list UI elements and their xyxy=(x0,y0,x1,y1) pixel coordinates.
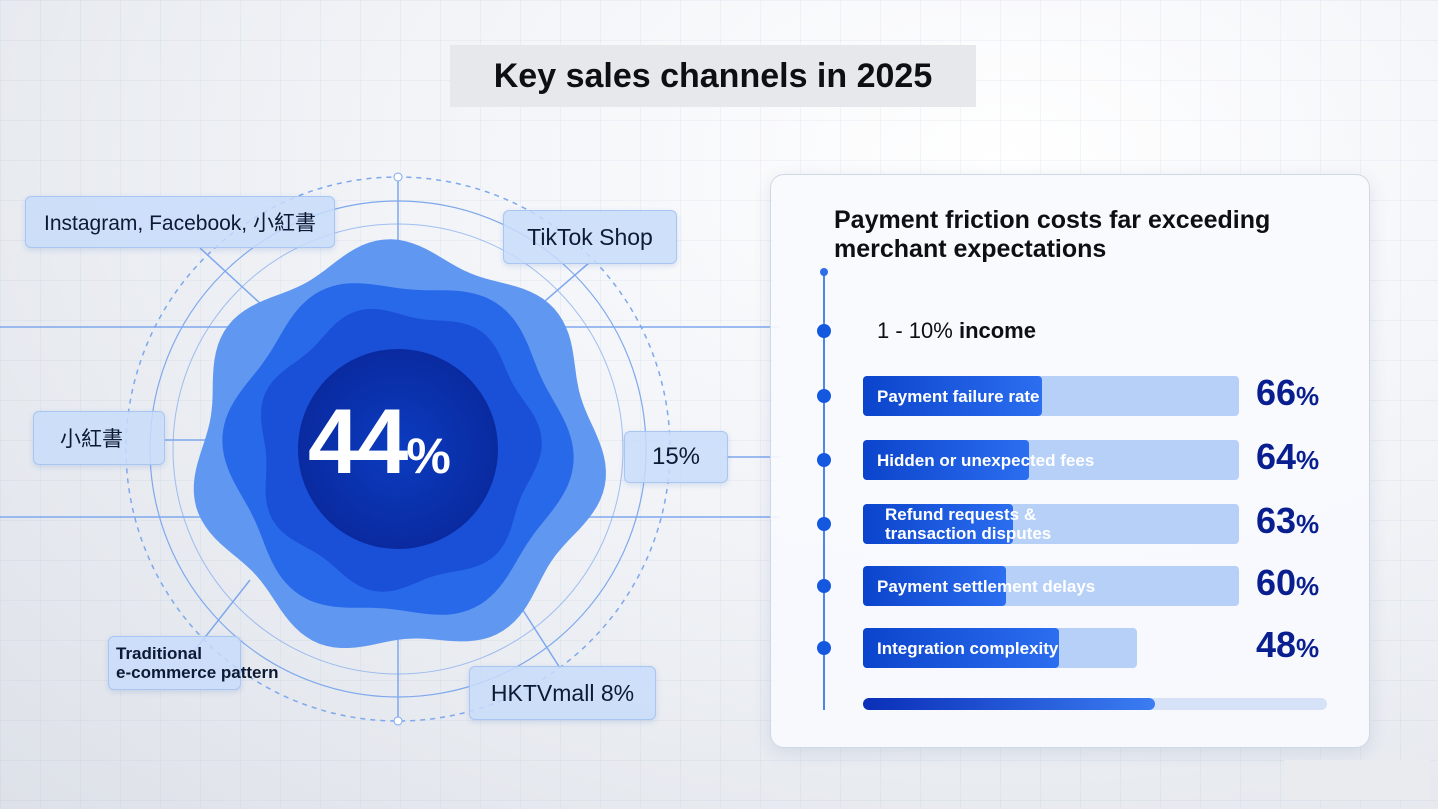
income-word: income xyxy=(958,318,1036,343)
center-value: 44% xyxy=(308,390,451,495)
bar-label: Refund requests & xyxy=(885,505,1037,524)
corner-placeholder xyxy=(1284,760,1430,800)
label-traditional-ecommerce: Traditional e-commerce pattern xyxy=(108,636,279,690)
bar-value-unit: % xyxy=(1296,633,1320,663)
panel-title-line2: merchant expectations xyxy=(834,235,1107,263)
income-header: 1 - 10% income xyxy=(877,318,1036,344)
bar-value-number: 63 xyxy=(1256,500,1297,541)
label-text-line1: Traditional xyxy=(116,644,202,663)
label-text: 15% xyxy=(651,443,701,470)
bar-value-label: 63% xyxy=(1256,500,1319,542)
bottom-progress-track xyxy=(863,698,1327,710)
bar-label: Hidden or unexpected fees xyxy=(877,450,1095,470)
label-text: TikTok Shop xyxy=(527,223,653,250)
bar-value-number: 48 xyxy=(1256,624,1297,665)
bottom-progress-fill xyxy=(863,698,1156,710)
center-value-unit: % xyxy=(406,428,451,484)
income-range: 1 - 10% xyxy=(877,318,953,343)
label-text: HKTVmall 8% xyxy=(490,679,635,706)
label-hktvmall: HKTVmall 8% xyxy=(469,666,656,720)
core-circle xyxy=(298,349,498,549)
timeline-dot xyxy=(817,453,831,467)
bar-value-number: 64 xyxy=(1256,436,1297,477)
label-instagram-facebook: Instagram, Facebook, 小紅書 xyxy=(25,196,335,248)
bar-fill: Integration complexity xyxy=(863,628,1059,668)
bar-value-number: 60 xyxy=(1256,562,1297,603)
panel-title: Payment friction costs far exceeding mer… xyxy=(834,206,1304,264)
title-box: Key sales channels in 2025 xyxy=(450,45,976,107)
bar-value-label: 66% xyxy=(1256,372,1319,414)
bar-track: Payment settlement delays xyxy=(863,566,1239,606)
timeline-dot xyxy=(817,389,831,403)
timeline-top-dot xyxy=(820,268,828,276)
label-text: Instagram, Facebook, 小紅書 xyxy=(44,212,316,235)
label-text: 小紅書 xyxy=(60,428,123,451)
bar-label: Integration complexity xyxy=(877,638,1059,658)
bar-value-label: 64% xyxy=(1256,436,1319,478)
bar-value-number: 66 xyxy=(1256,372,1297,413)
center-value-number: 44 xyxy=(308,391,408,493)
panel-title-line1: Payment friction costs far exceeding xyxy=(834,206,1271,234)
bar-fill: Refund requests & transaction disputes xyxy=(863,504,1051,544)
page-title: Key sales channels in 2025 xyxy=(493,56,933,95)
bar-label: Payment failure rate xyxy=(877,386,1040,406)
timeline-dot xyxy=(817,517,831,531)
bar-value-unit: % xyxy=(1296,571,1320,601)
bar-label: transaction disputes xyxy=(885,524,1052,543)
bar-value-label: 60% xyxy=(1256,562,1319,604)
bar-track: Refund requests & transaction disputes xyxy=(863,504,1239,544)
label-tiktok-shop: TikTok Shop xyxy=(503,210,677,264)
label-15-percent: 15% xyxy=(624,431,728,483)
bar-fill: Payment failure rate xyxy=(863,376,1042,416)
timeline-dot xyxy=(817,641,831,655)
bar-track: Payment failure rate xyxy=(863,376,1239,416)
bar-fill: Hidden or unexpected fees xyxy=(863,440,1094,480)
bar-value-unit: % xyxy=(1296,381,1320,411)
label-xiaohongshu: 小紅書 xyxy=(33,411,165,465)
bar-label: Payment settlement delays xyxy=(877,576,1096,596)
timeline-dot xyxy=(817,324,831,338)
timeline-dot xyxy=(817,579,831,593)
bar-track: Hidden or unexpected fees xyxy=(863,440,1239,480)
label-text-line2: e-commerce pattern xyxy=(116,663,279,682)
bar-track: Integration complexity xyxy=(863,628,1137,668)
bar-fill: Payment settlement delays xyxy=(863,566,1095,606)
bar-value-label: 48% xyxy=(1256,624,1319,666)
bar-value-unit: % xyxy=(1296,509,1320,539)
bar-value-unit: % xyxy=(1296,445,1320,475)
timeline-line xyxy=(823,272,825,710)
